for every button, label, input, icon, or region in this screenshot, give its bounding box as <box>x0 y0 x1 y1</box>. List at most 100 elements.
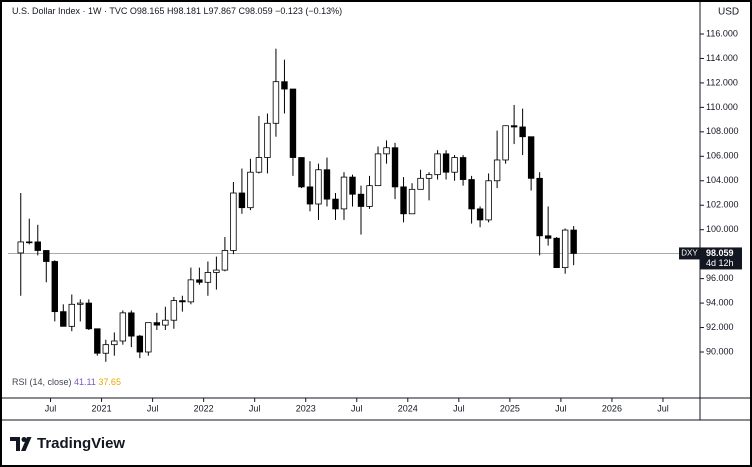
candle-body <box>204 272 212 283</box>
x-tick-label: Jul <box>657 403 669 413</box>
candle-body <box>570 229 577 254</box>
x-tick-label: Jul <box>351 403 363 413</box>
candle-body <box>60 311 67 327</box>
candle-body <box>323 169 331 200</box>
candle-body <box>298 157 305 188</box>
open-value: O98.165 <box>130 6 165 16</box>
candle-body <box>459 157 467 180</box>
candle-body <box>315 169 322 205</box>
candle-body <box>425 174 433 179</box>
candle-body <box>408 188 416 215</box>
candle-body <box>451 157 458 173</box>
candle-body <box>102 344 110 354</box>
indicator-value: 37.65 <box>98 377 121 387</box>
last-price-label: 98.059 <box>706 248 734 258</box>
candle-body <box>145 322 152 353</box>
high-value: H98.181 <box>167 6 201 16</box>
y-tick-label: 106.000 <box>706 151 739 161</box>
candle-body <box>340 176 348 210</box>
candle-body <box>383 147 390 155</box>
indicator-name: RSI (14, close) <box>12 377 72 387</box>
candle-body <box>187 279 195 303</box>
candle-body <box>366 185 373 207</box>
x-tick-label: 2026 <box>602 403 622 413</box>
x-tick-label: Jul <box>147 403 159 413</box>
candle-body <box>357 193 365 207</box>
candle-body <box>43 250 50 262</box>
low-value: L97.867 <box>203 6 236 16</box>
candle-body <box>230 192 237 251</box>
y-tick-label: 92.000 <box>706 322 734 332</box>
candle-body <box>85 302 93 330</box>
y-tick-label: 96.000 <box>706 273 734 283</box>
y-tick-label: 90.000 <box>706 346 734 356</box>
logo-icon <box>21 437 27 442</box>
close-value: C98.059 <box>239 6 273 16</box>
y-tick-label: 116.000 <box>706 28 738 38</box>
candle-body <box>485 180 492 221</box>
y-tick-label: 108.000 <box>706 126 739 136</box>
indicator-value: 41.11 <box>74 377 96 387</box>
x-tick-label: 2022 <box>194 403 214 413</box>
candle-body <box>170 300 178 321</box>
candle-body <box>493 159 501 182</box>
symbol-name: U.S. Dollar Index · 1W · TVC <box>12 6 128 16</box>
candle-body <box>51 261 58 313</box>
x-tick-label: 2023 <box>296 403 316 413</box>
candle-body <box>196 279 203 283</box>
brand: TradingView <box>37 435 125 452</box>
candle-body <box>17 241 24 254</box>
logo: TradingView <box>10 435 125 452</box>
candle-body <box>179 300 186 303</box>
candle-body <box>400 186 407 215</box>
candle-body <box>561 229 569 269</box>
x-tick-label: Jul <box>249 403 261 413</box>
candle-body <box>468 179 475 210</box>
x-tick-label: Jul <box>45 403 57 413</box>
candle-body <box>502 125 509 161</box>
candle-body <box>281 81 288 90</box>
candle-body <box>264 122 271 158</box>
y-tick-label: 112.000 <box>706 77 738 87</box>
candle-body <box>34 241 41 251</box>
y-tick-label: 110.000 <box>706 102 738 112</box>
candle-body <box>544 235 552 239</box>
change-value: −0.123 (−0.13%) <box>275 6 342 16</box>
candle-body <box>553 237 560 269</box>
symbol-label: DXY <box>681 249 698 258</box>
candle-body <box>332 198 339 210</box>
candle-body <box>247 171 254 209</box>
candle-body <box>162 319 169 326</box>
y-tick-label: 102.000 <box>706 200 739 210</box>
candle-body <box>527 136 535 179</box>
x-tick-label: Jul <box>555 403 567 413</box>
x-tick-label: 2024 <box>398 403 418 413</box>
candle-body <box>510 125 518 128</box>
currency: USD <box>718 7 739 18</box>
y-tick-label: 100.000 <box>706 224 739 234</box>
price-badge <box>700 247 742 270</box>
x-tick-label: Jul <box>453 403 465 413</box>
legend: U.S. Dollar Index · 1W · TVC O98.165 H98… <box>12 6 342 16</box>
candle-body <box>128 312 135 337</box>
countdown: 4d 12h <box>706 258 734 268</box>
candle-body <box>153 322 161 326</box>
x-tick-label: 2021 <box>92 403 112 413</box>
candle-body <box>111 340 118 346</box>
candle-body <box>272 81 280 124</box>
candle-body <box>374 153 382 187</box>
candle-body <box>255 157 263 173</box>
candle-body <box>442 153 450 173</box>
candle-body <box>213 269 220 273</box>
candle-body <box>119 312 127 342</box>
candle-body <box>349 176 356 195</box>
candle-body <box>417 177 424 190</box>
symbol-badge <box>679 247 700 260</box>
candle-body <box>94 328 101 354</box>
candle-body <box>306 186 314 205</box>
candle-body <box>238 192 246 209</box>
candle-body <box>434 153 441 176</box>
logo-icon <box>21 437 32 451</box>
